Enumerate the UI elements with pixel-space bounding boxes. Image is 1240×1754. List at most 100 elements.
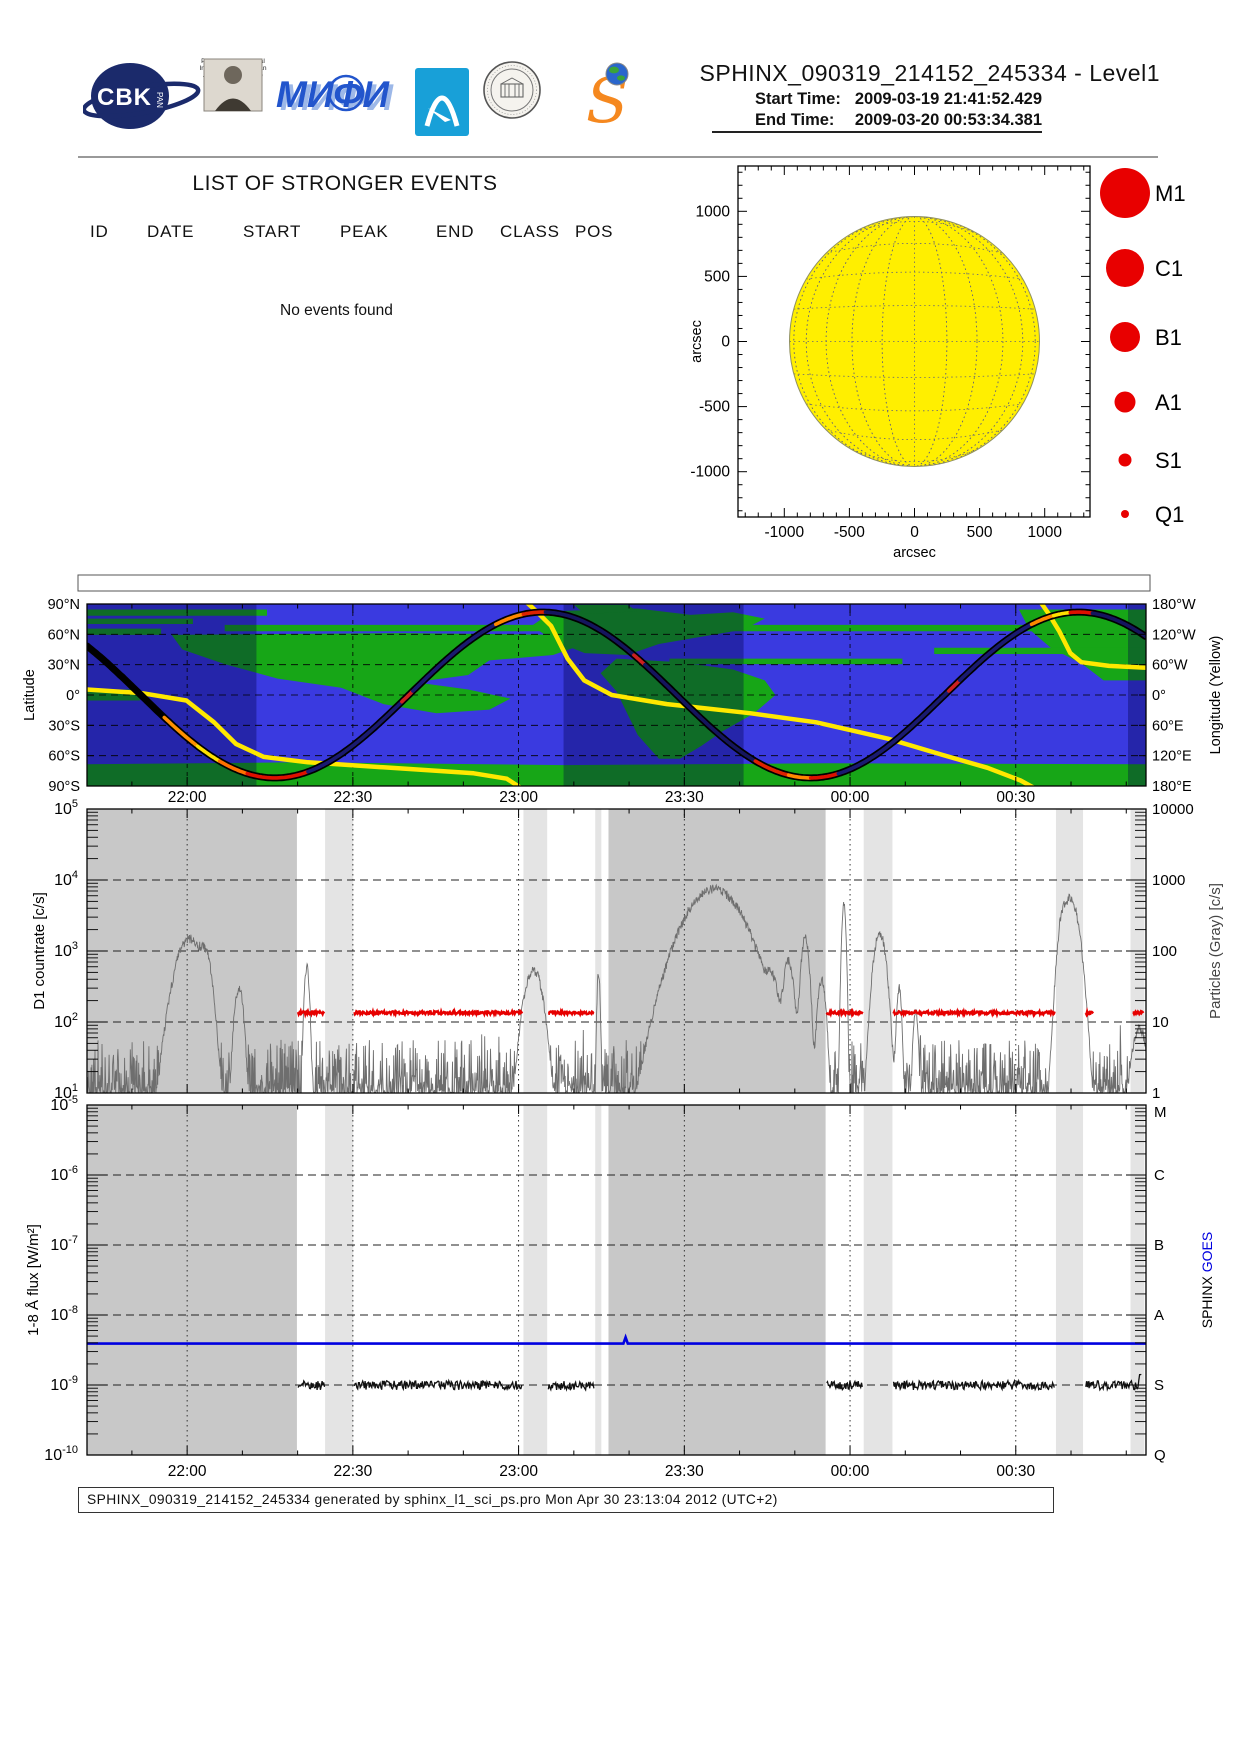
- seal-building-detail: [500, 77, 524, 97]
- tspan-shape: 4: [72, 869, 78, 881]
- night-shade-band: [608, 1105, 826, 1455]
- events-panel-title: LIST OF STRONGER EVENTS: [192, 172, 498, 195]
- flux-frame: [86, 1104, 1147, 1456]
- seal-art: [483, 61, 541, 119]
- light-shade-band: [523, 1105, 548, 1455]
- flux-time-tick-label: 23:00: [499, 1463, 538, 1480]
- tspan-shape: 3: [72, 940, 78, 952]
- d1-countrate-series: [296, 1007, 326, 1019]
- goes-flux-line: [87, 1333, 1146, 1345]
- mephi-logo: МИФИ МИФИ: [272, 66, 408, 126]
- map-time-tick-label: 22:00: [168, 789, 207, 806]
- map-content: [87, 604, 1146, 786]
- longitude-tick-label: 60°E: [1152, 718, 1184, 734]
- satellite-track-segment: [632, 653, 646, 666]
- flux-axis-title: 1-8 Å flux [W/m²]: [25, 1224, 42, 1336]
- longitude-tick-label: 120°W: [1152, 627, 1196, 643]
- sun-xtick-label: 1000: [1027, 524, 1062, 541]
- d1-countrate-series: [825, 1007, 864, 1019]
- flare-class-legend-label: A1: [1155, 390, 1182, 415]
- tspan-shape: -7: [68, 1234, 78, 1246]
- meridian-line: [881, 217, 948, 466]
- satellite-track-segment: [306, 700, 403, 774]
- tspan-shape: -8: [68, 1304, 78, 1316]
- sun-xtick-label: 500: [967, 524, 993, 541]
- flare-class-legend-label: B1: [1155, 325, 1182, 350]
- events-column-header-peak: PEAK: [340, 222, 389, 241]
- tspan-shape: -10: [62, 1444, 78, 1456]
- light-shade-band: [325, 1105, 354, 1455]
- map-continent: [87, 762, 1146, 786]
- tspan-shape: GOES: [1199, 1232, 1215, 1272]
- latitude-tick-label: 30°S: [48, 718, 80, 734]
- goes-class-label: S: [1154, 1377, 1164, 1394]
- particles-axis-title: Particles (Gray) [c/s]: [1207, 883, 1224, 1019]
- sun-graticule: [790, 217, 1039, 466]
- longitude-tick-label: 0°: [1152, 688, 1166, 704]
- mephi-text-shadow: МИФИ: [280, 77, 394, 118]
- parallel-line: [806, 403, 1023, 412]
- log-axis-label: 10-9: [50, 1374, 78, 1394]
- solar-disk-plot: -1000 -500 0 500 1000 -1000 -500 0 500 1000 arcsec…: [689, 166, 1186, 561]
- meridian-line: [825, 217, 1004, 466]
- sphinx-flux-series: [297, 1379, 326, 1390]
- satellite-track-segment: [217, 759, 248, 776]
- goes-class-label: M: [1154, 1104, 1167, 1121]
- log-axis-label: 10-6: [50, 1164, 78, 1184]
- flux-time-tick-label: 00:00: [831, 1463, 870, 1480]
- no-events-message: No events found: [280, 302, 393, 319]
- arch-arrow: [428, 108, 451, 122]
- sphinx-s-art: S: [586, 62, 629, 137]
- flux-time-tick-label: 00:30: [996, 1463, 1035, 1480]
- earth-land: [609, 66, 619, 74]
- log-axis-label: 103: [54, 940, 78, 960]
- flux-series-labels: SPHINX GOES: [1199, 1232, 1215, 1328]
- flare-class-legend-label: C1: [1155, 256, 1183, 281]
- d1-countrate-series: [353, 1007, 524, 1018]
- map-continent: [87, 618, 193, 624]
- mephi-orbit: [327, 74, 365, 112]
- cbk-ring: [83, 81, 201, 119]
- satellite-track-segment: [411, 622, 498, 693]
- satellite-track-segment: [957, 622, 1033, 683]
- longitude-axis-title: Longitude (Yellow): [1208, 636, 1224, 755]
- light-shade-band: [1130, 1105, 1145, 1455]
- mephi-logo-art: МИФИ МИФИ: [276, 74, 394, 118]
- tspan-shape: SPHINX: [1199, 1272, 1215, 1328]
- events-column-header-class: CLASS: [500, 222, 560, 241]
- d1-countrate-series: [892, 1007, 1056, 1019]
- satellite-track-segment: [836, 690, 950, 776]
- seal-outer-ring: [483, 61, 541, 119]
- latitude-axis-title: Latitude: [22, 669, 38, 721]
- lebedev-portrait: [203, 58, 263, 112]
- goes-class-label: B: [1154, 1237, 1164, 1254]
- satellite-track-segment: [543, 610, 636, 657]
- events-column-header-id: ID: [90, 222, 109, 241]
- light-shade-band: [1055, 1105, 1084, 1455]
- map-continent: [574, 604, 638, 614]
- meridian-line: [851, 217, 978, 466]
- tspan-shape: -5: [68, 1094, 78, 1106]
- log-axis-label: 10-7: [50, 1234, 78, 1254]
- map-time-tick-label: 00:00: [831, 789, 870, 806]
- end-time-value: 2009-03-20 00:53:34.381: [854, 111, 1042, 129]
- latitude-tick-label: 90°N: [48, 597, 80, 613]
- footer-box: SPHINX_090319_214152_245334 generated by…: [78, 1487, 1054, 1513]
- sphinx-flux-series: [892, 1378, 1055, 1392]
- sun-ytick-label: 0: [721, 334, 730, 351]
- time-underline: [712, 131, 1042, 133]
- goes-class-label: A: [1154, 1307, 1164, 1324]
- cbk-pan-logo-art: CBK PAN: [83, 63, 201, 129]
- header-rule: [78, 156, 1158, 158]
- latitude-tick-label: 60°N: [48, 627, 80, 643]
- particles-tick-label: 10: [1152, 1014, 1169, 1031]
- flux-plot: 10-5 10-6 10-7 10-8 10-9 10-10 M C B A S Q 1-8 Å flu…: [25, 1094, 1215, 1480]
- ground-track-map: 90°N 60°N 30°N 0° 30°S 60°S 90°S 180°W 120°W 60°W…: [22, 597, 1224, 806]
- map-frame: [86, 603, 1147, 787]
- particles-tick-label: 1: [1152, 1085, 1160, 1102]
- events-column-header-pos: POS: [575, 222, 614, 241]
- map-continent: [171, 633, 585, 714]
- latitude-tick-label: 60°S: [48, 749, 80, 765]
